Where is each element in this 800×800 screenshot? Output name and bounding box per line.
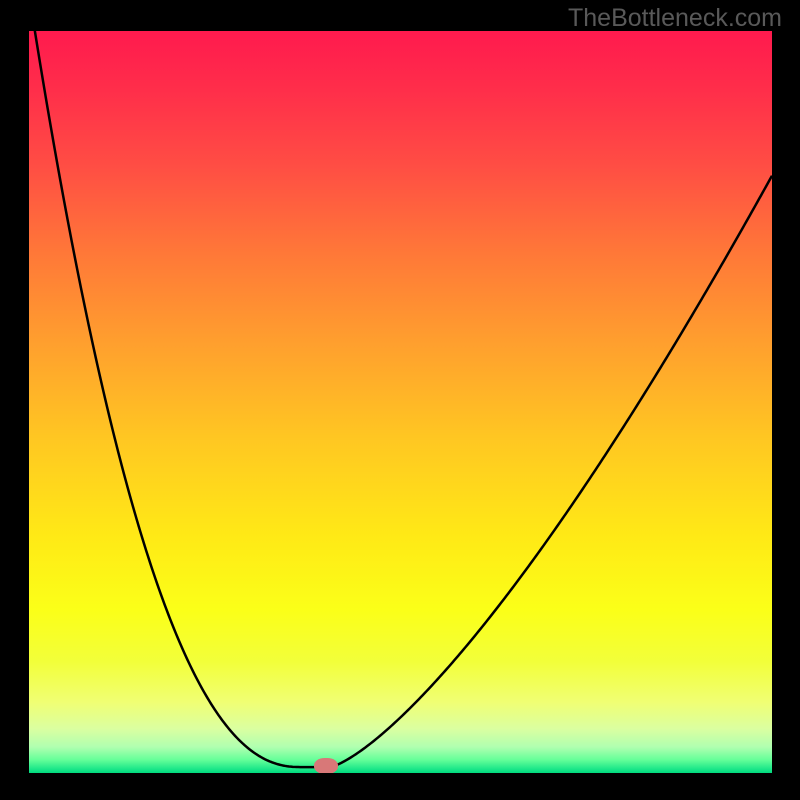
watermark-label: TheBottleneck.com <box>568 4 782 33</box>
min-marker <box>314 758 338 773</box>
bottleneck-curve <box>29 31 772 773</box>
plot-area <box>29 31 772 773</box>
chart-container: TheBottleneck.com <box>0 0 800 800</box>
